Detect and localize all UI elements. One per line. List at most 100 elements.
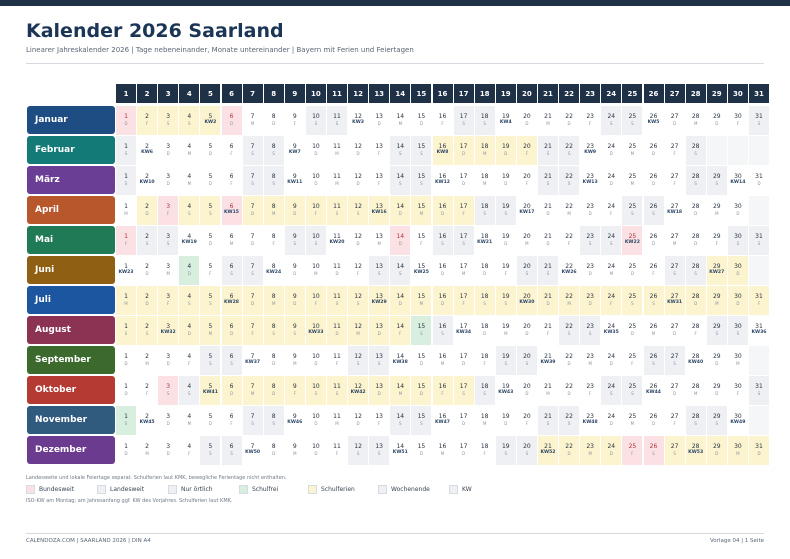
day-cell: 27 KW31 [664, 286, 685, 315]
day-cell: 29 D [706, 376, 727, 405]
day-cell: 13 S [369, 346, 390, 375]
weekday-label: M [124, 211, 128, 216]
weekday-label: D [293, 301, 297, 306]
weekday-label: D [715, 121, 719, 126]
day-number: 15 [417, 323, 426, 330]
day-cell: 3 KW32 [158, 316, 179, 345]
weekday-label: S [377, 451, 381, 456]
day-number: 20 [523, 383, 531, 390]
weekday-label: F [230, 421, 233, 426]
day-header: 27 [664, 84, 685, 103]
day-cell: 21 D [538, 286, 558, 315]
weekday-label: S [230, 451, 233, 456]
day-cell: 10 D [305, 166, 326, 195]
weekday-label: S [652, 301, 655, 306]
weekday-label: D [124, 451, 128, 456]
weekday-label: D [525, 121, 529, 126]
day-number: 18 [480, 293, 489, 300]
day-cell: 20 M [516, 226, 537, 255]
weekday-label: F [188, 361, 191, 366]
day-cell: 21 D [538, 226, 558, 255]
weekday-label: D [736, 301, 740, 306]
day-number: 31 [755, 173, 763, 180]
weekday-label: F [272, 241, 275, 246]
day-cell: 18 KW21 [474, 226, 495, 255]
day-cell: 30 D [727, 196, 748, 225]
weekday-label: F [525, 151, 529, 156]
day-number: 8 [271, 113, 276, 120]
day-number: 7 [250, 383, 255, 390]
day-cell: 20 D [516, 316, 537, 345]
day-number: 26 [649, 173, 658, 180]
day-cell: 28 D [685, 286, 706, 315]
weekday-label: D [124, 391, 128, 396]
week-number: KW14 [730, 180, 746, 185]
day-number: 27 [670, 413, 679, 420]
day-cell: 10 KW33 [305, 316, 326, 345]
day-number: 19 [501, 383, 510, 390]
month-label: November [27, 406, 115, 434]
month-label: August [27, 316, 115, 344]
weekday-label: D [272, 451, 276, 456]
day-number: 14 [396, 233, 405, 240]
day-cell: 11 M [327, 406, 347, 435]
weekday-label: S [546, 181, 550, 186]
day-cell: 29 M [706, 286, 727, 315]
weekday-label: S [757, 121, 761, 126]
day-cell: 14 KW38 [390, 346, 411, 375]
day-number: 12 [354, 353, 362, 360]
weekday-label: F [610, 301, 613, 306]
day-number: 25 [628, 353, 637, 360]
legend-swatch [449, 485, 458, 494]
day-cell: 21 F [538, 316, 558, 345]
day-number: 25 [628, 143, 637, 150]
day-number: 18 [480, 173, 489, 180]
weekday-label: M [482, 151, 487, 156]
day-cell: 2 KW10 [137, 166, 158, 195]
day-number: 12 [354, 173, 362, 180]
weekday-label: D [651, 151, 656, 156]
day-cell: 17 S [453, 226, 474, 255]
day-number: 20 [523, 413, 531, 420]
day-cell: 16 D [432, 256, 453, 285]
day-number: 25 [628, 113, 637, 120]
day-number: 22 [565, 173, 573, 180]
day-number: 17 [459, 323, 468, 330]
weekday-label: S [166, 121, 170, 126]
day-cell: 13 KW16 [369, 196, 390, 225]
weekday-label: S [588, 241, 592, 246]
day-cell: 9 KW46 [284, 406, 305, 435]
weekday-label: S [314, 121, 318, 126]
day-cell [749, 136, 769, 165]
day-number: 13 [375, 113, 383, 120]
day-cell: 25 M [622, 166, 643, 195]
day-cell: 22 M [559, 196, 580, 225]
weekday-label: S [504, 211, 508, 216]
weekday-label: D [462, 181, 466, 186]
day-cell: 22 D [559, 346, 580, 375]
day-number: 7 [250, 173, 255, 180]
day-cell: 30 F [727, 376, 748, 405]
day-cell: 19 F [495, 256, 516, 285]
day-cell: 10 F [305, 286, 326, 315]
weekday-label: S [124, 331, 128, 336]
weekday-label: S [504, 361, 508, 366]
weekday-label: F [567, 241, 571, 246]
weekday-label: S [272, 421, 275, 426]
day-number: 10 [312, 263, 320, 270]
day-number: 28 [691, 293, 700, 300]
day-number: 5 [208, 443, 213, 450]
weekday-label: D [609, 361, 613, 366]
day-number: 27 [670, 293, 679, 300]
weekday-label: F [293, 391, 296, 396]
day-cell: 22 D [559, 376, 580, 405]
week-number: KW47 [434, 420, 451, 425]
weekday-label: D [609, 151, 613, 156]
